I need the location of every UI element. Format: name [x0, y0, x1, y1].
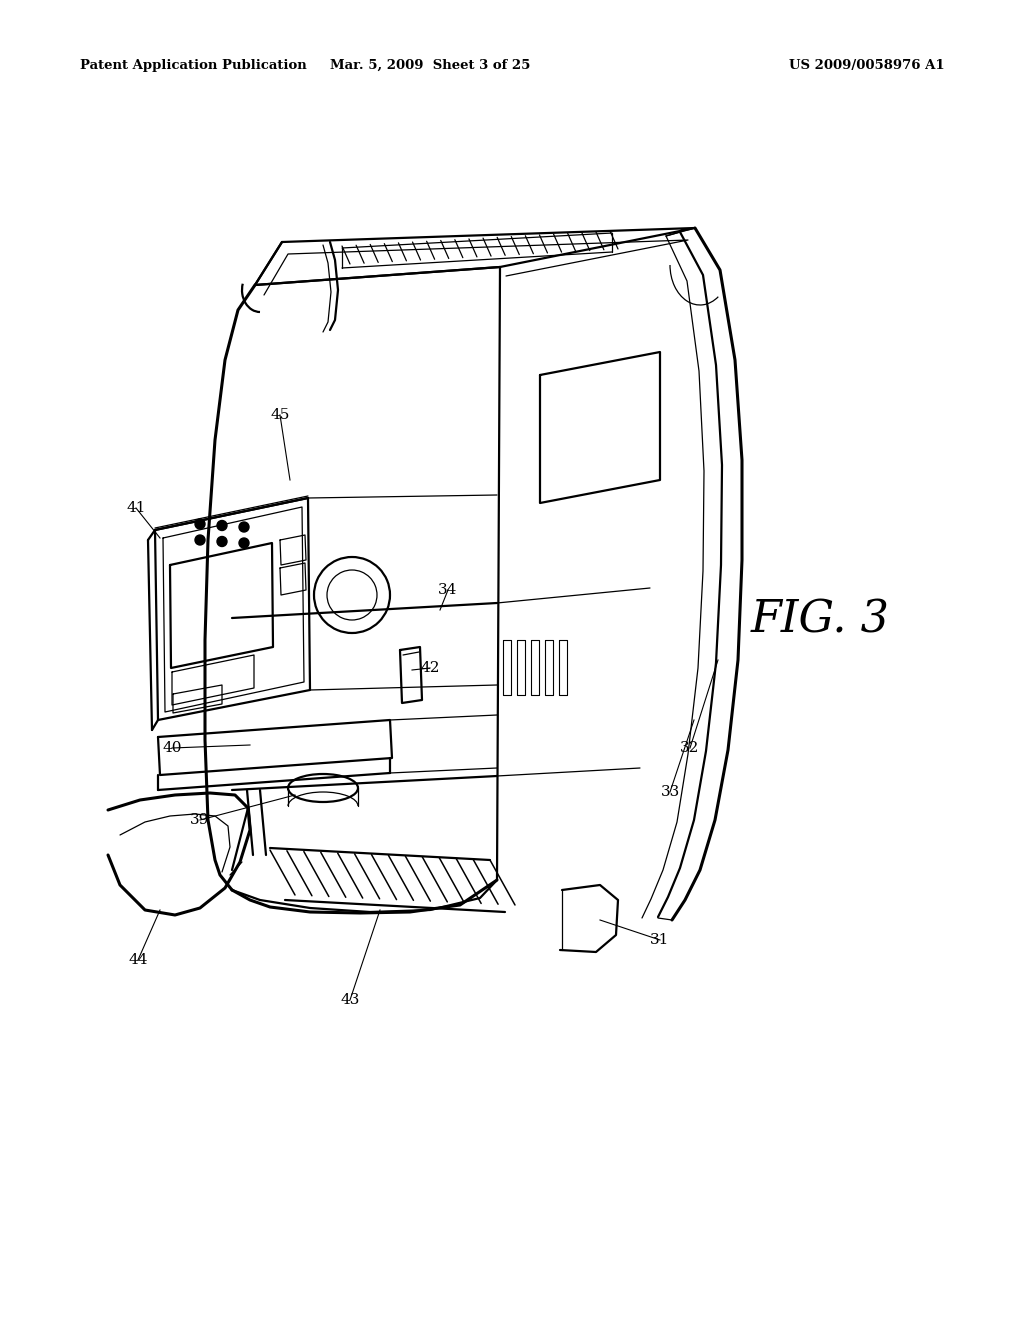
- Text: 42: 42: [420, 661, 439, 675]
- Circle shape: [195, 519, 205, 529]
- Text: 41: 41: [126, 502, 145, 515]
- Circle shape: [195, 535, 205, 545]
- Text: 34: 34: [438, 583, 458, 597]
- Text: US 2009/0058976 A1: US 2009/0058976 A1: [790, 58, 945, 71]
- Circle shape: [217, 536, 227, 546]
- Circle shape: [239, 521, 249, 532]
- Text: 31: 31: [650, 933, 670, 946]
- Text: Patent Application Publication: Patent Application Publication: [80, 58, 307, 71]
- Text: 33: 33: [660, 785, 680, 799]
- Text: 43: 43: [340, 993, 359, 1007]
- Text: 32: 32: [680, 741, 699, 755]
- Text: FIG. 3: FIG. 3: [751, 598, 890, 642]
- Text: Mar. 5, 2009  Sheet 3 of 25: Mar. 5, 2009 Sheet 3 of 25: [330, 58, 530, 71]
- Circle shape: [239, 539, 249, 548]
- Text: 40: 40: [162, 741, 181, 755]
- Text: 39: 39: [190, 813, 210, 828]
- Text: 45: 45: [270, 408, 290, 422]
- Circle shape: [217, 520, 227, 531]
- Text: 44: 44: [128, 953, 147, 968]
